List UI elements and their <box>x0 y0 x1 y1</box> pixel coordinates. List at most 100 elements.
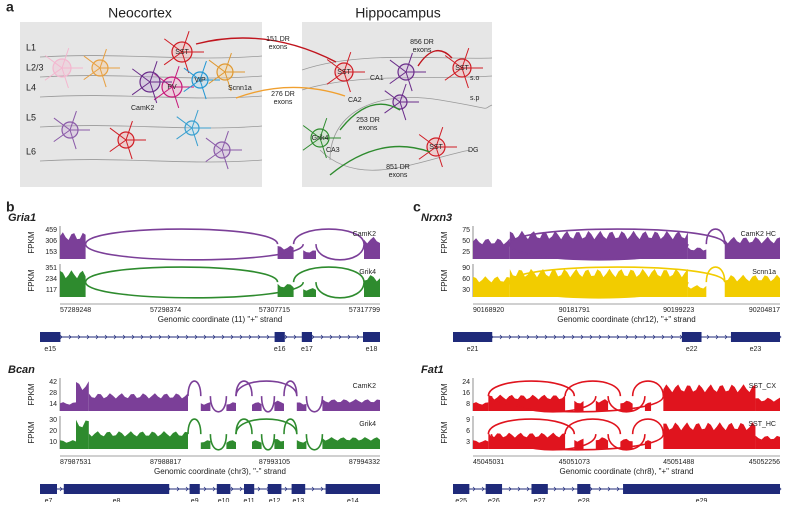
coverage <box>252 402 262 411</box>
dendrite <box>44 55 63 69</box>
panel-letter: a <box>6 0 14 15</box>
junction-arc <box>235 418 298 435</box>
dendrite <box>171 66 180 88</box>
label: e12 <box>269 498 281 502</box>
label: 117 <box>46 287 57 294</box>
junction-arc <box>187 380 202 397</box>
y-axis-title: FPKM <box>440 383 449 406</box>
label: 306 <box>45 238 57 245</box>
label: SST <box>175 49 189 56</box>
junction-arc <box>564 380 622 397</box>
label: exons <box>359 125 378 132</box>
dendrite <box>444 55 463 69</box>
exon <box>40 332 61 342</box>
chevron <box>230 486 234 492</box>
junction-arc <box>631 380 665 397</box>
dendrite <box>99 48 107 69</box>
coverage <box>488 394 566 411</box>
junction-arc <box>305 434 324 451</box>
label: 42 <box>49 379 57 386</box>
exon <box>325 484 380 494</box>
coverage <box>60 402 76 411</box>
dendrite <box>221 130 229 151</box>
label: 276 DR <box>271 91 295 98</box>
exon <box>681 332 702 342</box>
chevron <box>131 334 135 340</box>
label: e15 <box>44 346 56 353</box>
label: s.p <box>470 95 479 102</box>
chevron <box>248 334 252 340</box>
label: Grik4 <box>359 421 376 428</box>
chevron <box>257 334 261 340</box>
junction-arc <box>292 266 365 283</box>
junction-arc <box>487 380 576 397</box>
label: e26 <box>488 498 500 502</box>
label: SST <box>337 69 351 76</box>
junction-arc <box>607 396 646 413</box>
label: Fat1 <box>421 364 444 376</box>
junction-arc <box>209 396 228 413</box>
y-axis-title: FPKM <box>27 269 36 292</box>
dendrite <box>435 146 443 168</box>
junction-arc <box>260 396 276 413</box>
chevron <box>724 334 728 340</box>
label: 87993105 <box>259 459 290 466</box>
exon <box>531 484 548 494</box>
label: e28 <box>578 498 590 502</box>
label: SST <box>429 144 443 151</box>
junction-arc <box>283 380 298 397</box>
arrow <box>417 49 453 67</box>
coverage <box>88 393 188 411</box>
arrow <box>195 37 337 63</box>
label: e9 <box>191 498 199 502</box>
label: 14 <box>49 401 57 408</box>
coverage <box>226 402 236 411</box>
dendrite <box>171 86 180 109</box>
coverage <box>277 245 294 259</box>
dendrite <box>99 67 107 88</box>
label: 151 DR <box>266 36 290 43</box>
label: e29 <box>696 498 708 502</box>
chevron <box>616 334 620 340</box>
dendrite <box>125 139 133 160</box>
chevron <box>571 486 575 492</box>
label: SST_HC <box>748 421 776 428</box>
dendrite <box>132 68 151 83</box>
coverage <box>663 422 756 449</box>
label: CamK2 HC <box>741 231 776 238</box>
dendrite <box>61 47 70 69</box>
label: 16 <box>462 390 470 397</box>
layer-line <box>301 56 493 71</box>
chevron <box>203 334 207 340</box>
coverage <box>644 440 652 449</box>
chevron <box>598 486 602 492</box>
chevron <box>526 486 530 492</box>
junction-arc <box>235 380 298 397</box>
coverage <box>60 232 86 259</box>
dendrite <box>405 71 413 92</box>
label: PV <box>167 84 177 91</box>
chevron <box>284 486 288 492</box>
label: 459 <box>45 227 57 234</box>
dendrite <box>205 137 223 151</box>
label: L5 <box>26 112 36 122</box>
dendrite <box>69 129 77 150</box>
exon <box>301 332 312 342</box>
chevron <box>113 334 117 340</box>
exon <box>453 332 493 342</box>
layer-line <box>39 55 263 59</box>
junction-arc <box>84 266 279 283</box>
label: e11 <box>244 498 255 502</box>
dendrite <box>109 139 127 153</box>
coverage <box>322 437 380 449</box>
dendrite <box>53 117 71 131</box>
dendrite <box>444 67 463 81</box>
label: 87987531 <box>60 459 91 466</box>
label: 28 <box>49 390 57 397</box>
label: s.o <box>470 75 479 82</box>
junction-arc <box>84 281 304 299</box>
label: e13 <box>293 498 305 502</box>
layer-line <box>39 75 263 79</box>
dendrite <box>191 109 199 129</box>
chevron <box>104 334 108 340</box>
